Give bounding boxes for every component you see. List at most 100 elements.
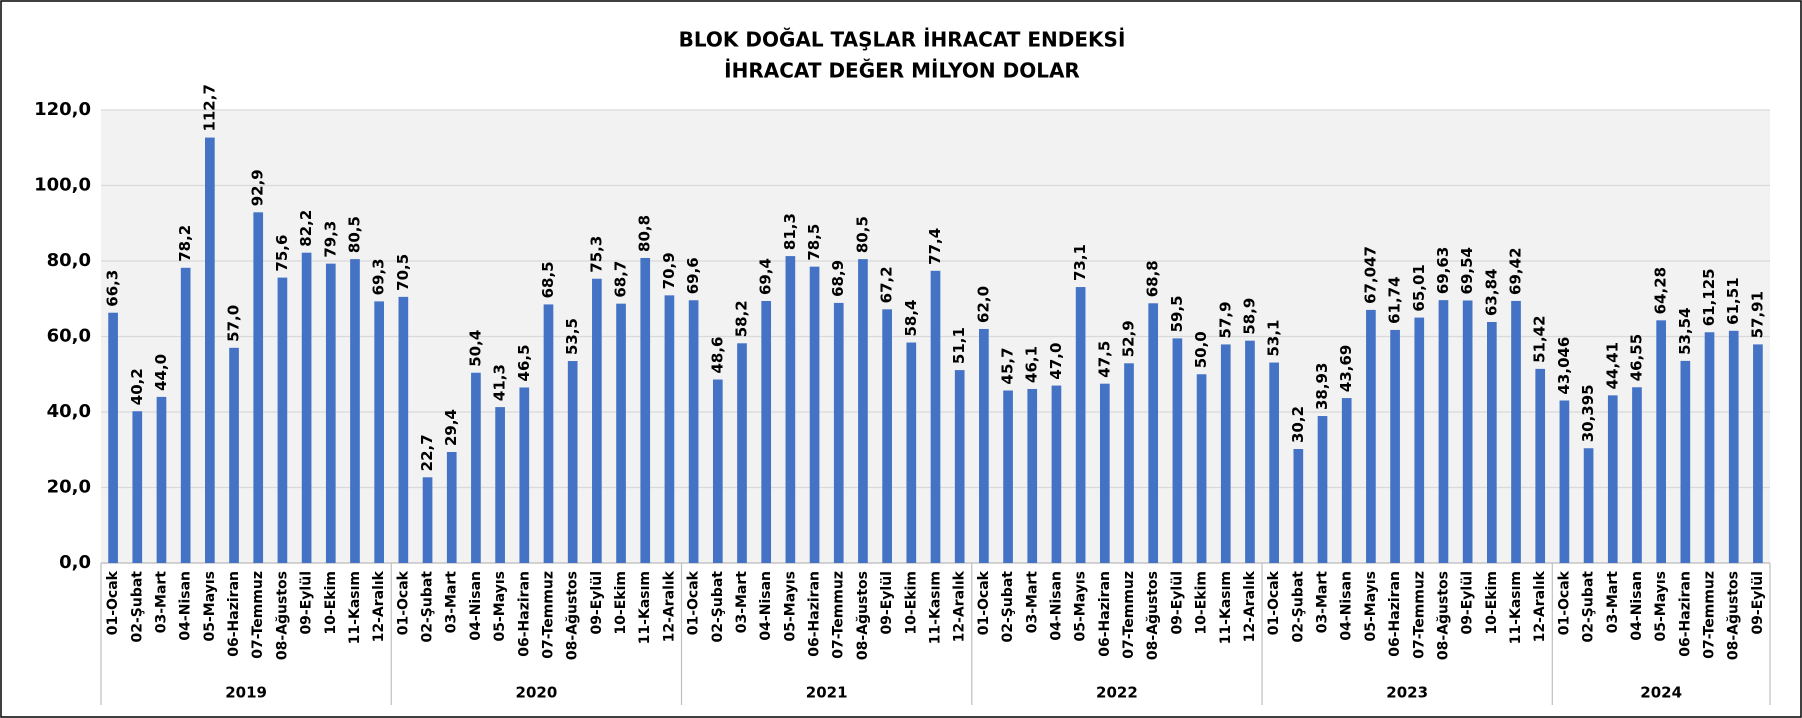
value-label: 57,91: [1748, 291, 1766, 338]
value-label: 44,41: [1603, 342, 1621, 389]
value-label: 61,74: [1386, 276, 1404, 323]
bar: [1390, 329, 1400, 563]
x-tick-label: 09-Eylül: [1169, 571, 1185, 635]
x-tick-label: 09-Eylül: [589, 571, 605, 635]
bar: [1220, 344, 1231, 563]
x-tick-label: 07-Temmuz: [250, 571, 266, 659]
group-label: 2021: [806, 684, 848, 702]
x-tick-label: 02-Şubat: [1000, 571, 1016, 643]
x-tick-label: 06-Haziran: [1097, 571, 1113, 657]
bar: [1075, 287, 1086, 563]
bar: [1607, 395, 1618, 563]
x-tick-label: 10-Ekim: [1484, 571, 1500, 635]
x-tick-label: 03-Mart: [1315, 571, 1331, 634]
x-tick-label: 08-Ağustos: [274, 571, 290, 660]
bar: [1172, 338, 1183, 563]
x-tick-label: 03-Mart: [153, 571, 169, 634]
value-label: 64,28: [1652, 267, 1670, 314]
value-label: 81,3: [781, 213, 799, 250]
value-label: 45,7: [999, 347, 1017, 384]
x-tick-label: 06-Haziran: [807, 571, 823, 657]
x-tick-label: 10-Ekim: [1194, 571, 1210, 635]
value-label: 53,1: [1265, 320, 1283, 357]
bar: [1656, 320, 1666, 563]
value-label: 75,3: [587, 236, 605, 273]
bar: [1414, 317, 1425, 563]
value-label: 53,54: [1676, 307, 1694, 354]
bar: [930, 270, 941, 563]
x-tick-label: 07-Temmuz: [831, 571, 847, 659]
value-label: 57,9: [1216, 301, 1234, 338]
x-tick-label: 12-Aralık: [1532, 570, 1548, 642]
bar: [253, 212, 264, 564]
x-tick-label: 06-Haziran: [226, 571, 242, 657]
value-label: 68,9: [829, 260, 847, 297]
x-tick-label: 12-Aralık: [371, 570, 387, 642]
bar: [1341, 398, 1352, 563]
x-tick-label: 03-Mart: [444, 571, 460, 634]
value-label: 50,4: [466, 330, 484, 367]
group-label: 2022: [1096, 684, 1138, 702]
bar: [640, 257, 651, 563]
bar: [422, 477, 433, 563]
x-tick-label: 04-Nisan: [1629, 571, 1645, 641]
value-label: 68,5: [539, 261, 557, 298]
value-label: 58,2: [732, 300, 750, 337]
bar: [1559, 400, 1570, 563]
bar: [350, 259, 360, 563]
value-label: 80,5: [853, 216, 871, 253]
x-tick-label: 04-Nisan: [178, 571, 194, 641]
value-label: 52,9: [1120, 320, 1138, 357]
x-tick-label: 09-Eylül: [299, 571, 315, 635]
chart-subtitle: İHRACAT DEĞER MİLYON DOLAR: [724, 59, 1080, 83]
x-tick-label: 01-Ocak: [976, 570, 992, 635]
x-tick-label: 06-Haziran: [516, 571, 532, 657]
value-label: 50,0: [1192, 331, 1210, 368]
bar: [1486, 322, 1497, 563]
x-tick-label: 02-Şubat: [710, 571, 726, 643]
bar: [1124, 363, 1134, 563]
x-tick-label: 03-Mart: [1024, 571, 1040, 634]
bar: [398, 296, 409, 563]
value-label: 46,1: [1023, 346, 1041, 383]
bar: [809, 266, 820, 563]
value-label: 70,9: [660, 252, 678, 289]
x-tick-label: 05-Mayıs: [1073, 571, 1089, 642]
value-label: 68,8: [1144, 260, 1162, 297]
value-label: 112,7: [200, 84, 218, 131]
value-label: 82,2: [297, 210, 315, 247]
x-tick-label: 04-Nisan: [1339, 571, 1355, 641]
value-label: 46,55: [1627, 334, 1645, 381]
value-label: 63,84: [1482, 269, 1500, 316]
value-label: 47,5: [1095, 341, 1113, 378]
x-tick-label: 05-Mayıs: [202, 571, 218, 642]
x-tick-label: 05-Mayıs: [1363, 571, 1379, 642]
bar: [205, 137, 215, 563]
value-label: 38,93: [1313, 363, 1331, 410]
x-tick-label: 10-Ekim: [903, 571, 919, 635]
value-label: 69,63: [1434, 247, 1452, 294]
x-tick-label: 10-Ekim: [613, 571, 629, 635]
bar: [1680, 360, 1691, 563]
value-label: 47,0: [1047, 343, 1065, 380]
x-tick-label: 09-Eylül: [1750, 571, 1766, 635]
value-label: 78,5: [805, 224, 823, 261]
group-label: 2024: [1640, 684, 1682, 702]
value-label: 51,1: [950, 327, 968, 364]
value-label: 59,5: [1168, 295, 1186, 332]
bar: [906, 342, 917, 563]
x-tick-label: 02-Şubat: [1581, 571, 1597, 643]
bar: [1366, 309, 1376, 563]
value-label: 30,2: [1289, 406, 1307, 443]
x-tick-label: 05-Mayıs: [1653, 571, 1669, 642]
value-label: 77,4: [926, 228, 944, 265]
bar: [1003, 390, 1013, 563]
x-tick-label: 08-Ağustos: [1435, 571, 1451, 660]
x-tick-label: 07-Temmuz: [1411, 571, 1427, 659]
bar: [592, 278, 602, 563]
bar: [1317, 416, 1328, 563]
value-label: 61,51: [1724, 277, 1742, 324]
x-tick-label: 08-Ağustos: [565, 571, 581, 660]
x-tick-label: 01-Ocak: [1266, 570, 1282, 635]
bar: [543, 304, 554, 563]
